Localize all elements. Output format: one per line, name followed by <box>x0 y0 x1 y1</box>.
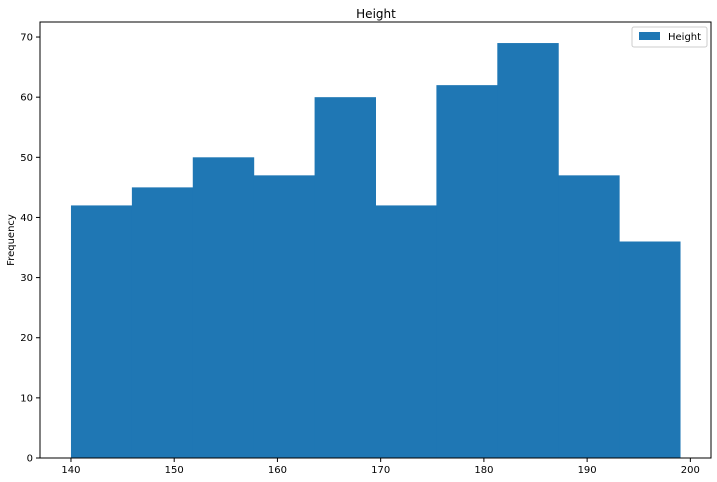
histogram-bar <box>192 157 255 458</box>
legend: Height <box>631 26 708 48</box>
y-tick-label: 30 <box>20 273 33 284</box>
x-tick-label: 140 <box>61 465 80 476</box>
legend-label: Height <box>668 32 701 43</box>
y-axis-ticks: 0 10 20 30 40 50 60 70 <box>20 33 40 465</box>
y-tick-label: 70 <box>20 33 33 44</box>
plot-frame <box>39 21 712 459</box>
y-tick-label: 50 <box>20 153 33 164</box>
y-tick-label: 60 <box>20 93 33 104</box>
x-tick-label: 200 <box>681 465 700 476</box>
y-tick-label: 20 <box>20 333 33 344</box>
histogram-bar <box>131 187 194 458</box>
histogram-bar <box>375 205 437 458</box>
x-tick-label: 190 <box>578 465 597 476</box>
histogram-bar <box>436 85 498 458</box>
x-tick-label: 150 <box>165 465 184 476</box>
legend-swatch <box>639 32 660 40</box>
histogram-bar <box>314 97 376 459</box>
x-axis-ticks: 140 150 160 170 180 190 200 <box>61 458 700 476</box>
y-tick-label: 10 <box>20 393 33 404</box>
histogram-bar <box>558 175 620 458</box>
x-tick-label: 170 <box>371 465 390 476</box>
histogram-bar <box>497 43 559 459</box>
histogram-bar <box>619 241 681 458</box>
y-axis-label: Frequency <box>6 214 17 266</box>
x-tick-label: 180 <box>474 465 493 476</box>
histogram-bar <box>70 205 133 458</box>
bars-group <box>70 43 681 459</box>
histogram-bar <box>253 175 316 458</box>
chart-title: Height <box>356 7 396 21</box>
y-tick-label: 40 <box>20 213 33 224</box>
x-tick-label: 160 <box>268 465 287 476</box>
y-tick-label: 0 <box>27 454 33 465</box>
